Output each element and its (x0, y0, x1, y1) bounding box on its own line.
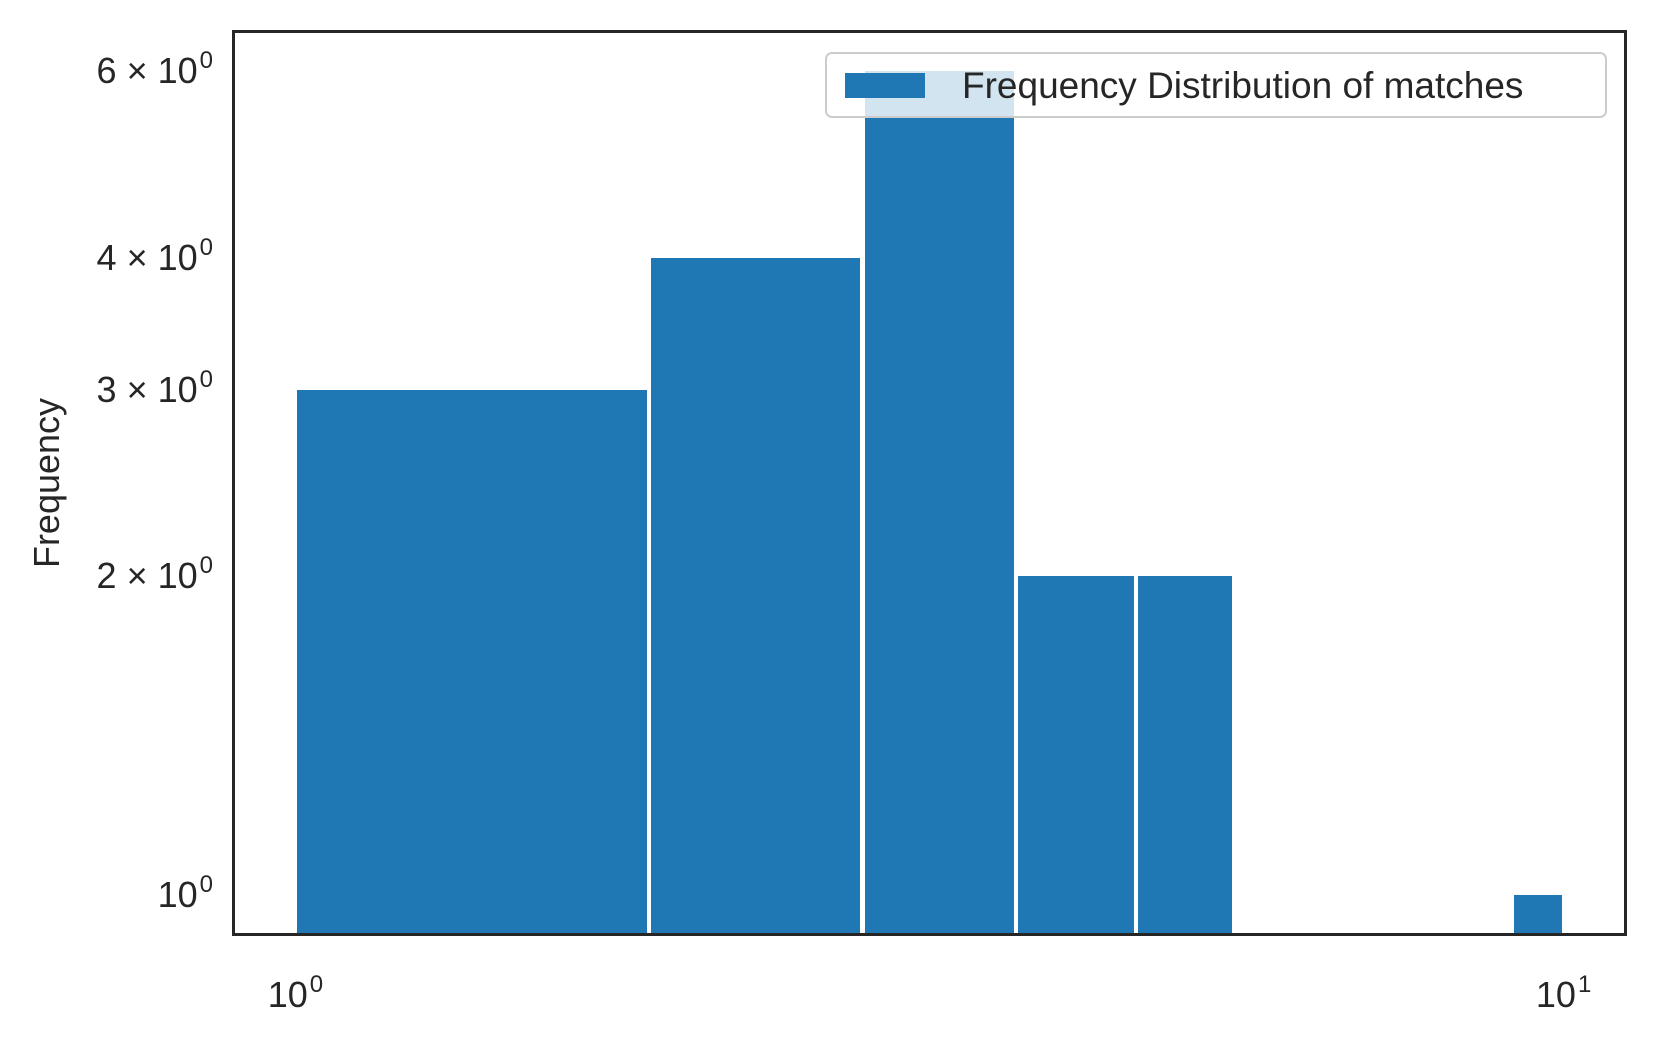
tick-mantissa: 4 × 10 (96, 236, 198, 278)
y-tick-label: 3 × 100 (96, 367, 213, 410)
tick-mantissa: 10 (267, 974, 308, 1015)
tick-exponent: 0 (199, 365, 213, 393)
histogram-bar (862, 71, 1016, 936)
tick-mantissa: 2 × 10 (96, 555, 198, 597)
x-tick-label: 101 (1535, 973, 1591, 1015)
histogram-bar (1135, 576, 1235, 936)
legend-swatch (845, 72, 925, 98)
tick-mantissa: 3 × 10 (96, 368, 198, 410)
tick-exponent: 0 (199, 233, 213, 261)
tick-exponent: 0 (199, 552, 213, 580)
tick-exponent: 0 (199, 47, 213, 75)
tick-exponent: 0 (199, 870, 213, 898)
y-tick-label: 100 (157, 872, 213, 915)
tick-exponent: 1 (1577, 971, 1592, 998)
tick-mantissa: 6 × 10 (96, 50, 198, 92)
tick-mantissa: 10 (1535, 974, 1576, 1015)
y-tick-label: 2 × 100 (96, 554, 213, 597)
histogram-bar (1016, 576, 1136, 936)
x-tick-label: 100 (267, 973, 323, 1015)
tick-mantissa: 10 (157, 873, 198, 915)
histogram-bar (648, 257, 863, 936)
plot-area: Frequency Distribution of matches (232, 30, 1627, 936)
y-tick-label: 4 × 100 (96, 235, 213, 278)
legend: Frequency Distribution of matches (825, 52, 1607, 118)
legend-label: Frequency Distribution of matches (962, 64, 1524, 106)
tick-exponent: 0 (309, 971, 324, 998)
histogram-bar (295, 389, 649, 936)
y-tick-label: 6 × 100 (96, 49, 213, 92)
histogram-bar (1511, 894, 1564, 936)
bars-layer (232, 30, 1627, 936)
y-axis-label: Frequency (26, 397, 67, 569)
